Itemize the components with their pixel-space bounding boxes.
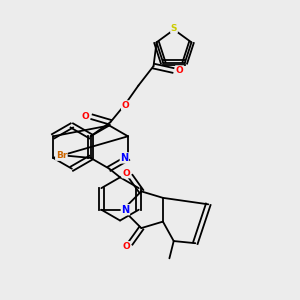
- Text: N: N: [121, 205, 129, 215]
- Text: N: N: [120, 153, 128, 163]
- Text: O: O: [122, 101, 129, 110]
- Text: S: S: [171, 24, 177, 33]
- Text: O: O: [122, 242, 130, 251]
- Text: O: O: [176, 66, 184, 75]
- Text: O: O: [122, 169, 130, 178]
- Text: O: O: [82, 112, 89, 121]
- Text: Br: Br: [56, 151, 67, 160]
